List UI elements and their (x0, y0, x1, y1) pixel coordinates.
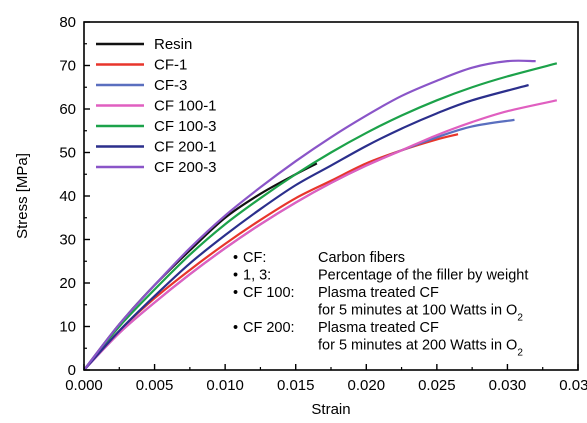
y-tick-label: 20 (59, 275, 76, 292)
note-text: Carbon fibers (318, 250, 405, 266)
y-tick-label: 50 (59, 145, 76, 162)
note-subscript: 2 (517, 312, 523, 323)
legend-label-cf-200-1: CF 200-1 (154, 139, 217, 156)
note-text-line2: for 5 minutes at 100 Watts in O2 (318, 303, 523, 324)
y-tick-label: 60 (59, 101, 76, 118)
x-tick-label: 0.015 (277, 377, 315, 394)
x-tick-label: 0.000 (65, 377, 103, 394)
y-tick-label: 0 (68, 362, 76, 379)
y-tick-label: 30 (59, 232, 76, 249)
note-text: Plasma treated CF (318, 285, 439, 301)
y-tick-label: 40 (59, 188, 76, 205)
axis-ticks: 0.000 0.005 0.010 0.015 0.020 0.025 0.030 0.035… (59, 14, 587, 394)
y-axis-title: Stress [MPa] (14, 153, 31, 239)
annotation-notes: • CF: Carbon fibers • 1, 3: Percentage of the… (233, 250, 528, 358)
note-bullet: • (233, 250, 238, 266)
series-line-cf-100-1 (83, 99, 558, 371)
x-tick-label: 0.035 (559, 377, 587, 394)
note-bullet: • (233, 268, 238, 284)
legend-label-cf-100-3: CF 100-3 (154, 118, 217, 135)
note-key: CF 200: (243, 320, 295, 336)
legend-label-cf-1: CF-1 (154, 57, 187, 74)
x-tick-label: 0.005 (136, 377, 174, 394)
series-line-cf-200-1 (83, 84, 529, 371)
legend: Resin CF-1 CF-3 CF 100-1 CF 100-3 CF 200-1 CF … (96, 36, 217, 176)
y-tick-label: 80 (59, 14, 76, 31)
note-text-line2: for 5 minutes at 200 Watts in O2 (318, 338, 523, 359)
note-key: CF 100: (243, 285, 295, 301)
series-lines (83, 59, 558, 371)
series-line-cf-200-3 (83, 59, 536, 371)
note-text: Percentage of the filler by weight (318, 268, 528, 284)
x-tick-label: 0.010 (206, 377, 244, 394)
x-axis-title: Strain (311, 401, 350, 418)
legend-label-cf-100-1: CF 100-1 (154, 98, 217, 115)
series-line-cf-100-3 (83, 62, 558, 371)
note-bullet: • (233, 320, 238, 336)
x-tick-label: 0.030 (489, 377, 527, 394)
note-bullet: • (233, 285, 238, 301)
note-key: CF: (243, 250, 266, 266)
y-tick-label: 70 (59, 58, 76, 75)
x-tick-label: 0.020 (348, 377, 386, 394)
note-subscript: 2 (517, 347, 523, 358)
legend-label-cf-3: CF-3 (154, 77, 187, 94)
legend-label-resin: Resin (154, 36, 192, 53)
x-tick-label: 0.025 (418, 377, 456, 394)
legend-label-cf-200-3: CF 200-3 (154, 159, 217, 176)
y-tick-label: 10 (59, 319, 76, 336)
note-text: Plasma treated CF (318, 320, 439, 336)
note-key: 1, 3: (243, 268, 271, 284)
